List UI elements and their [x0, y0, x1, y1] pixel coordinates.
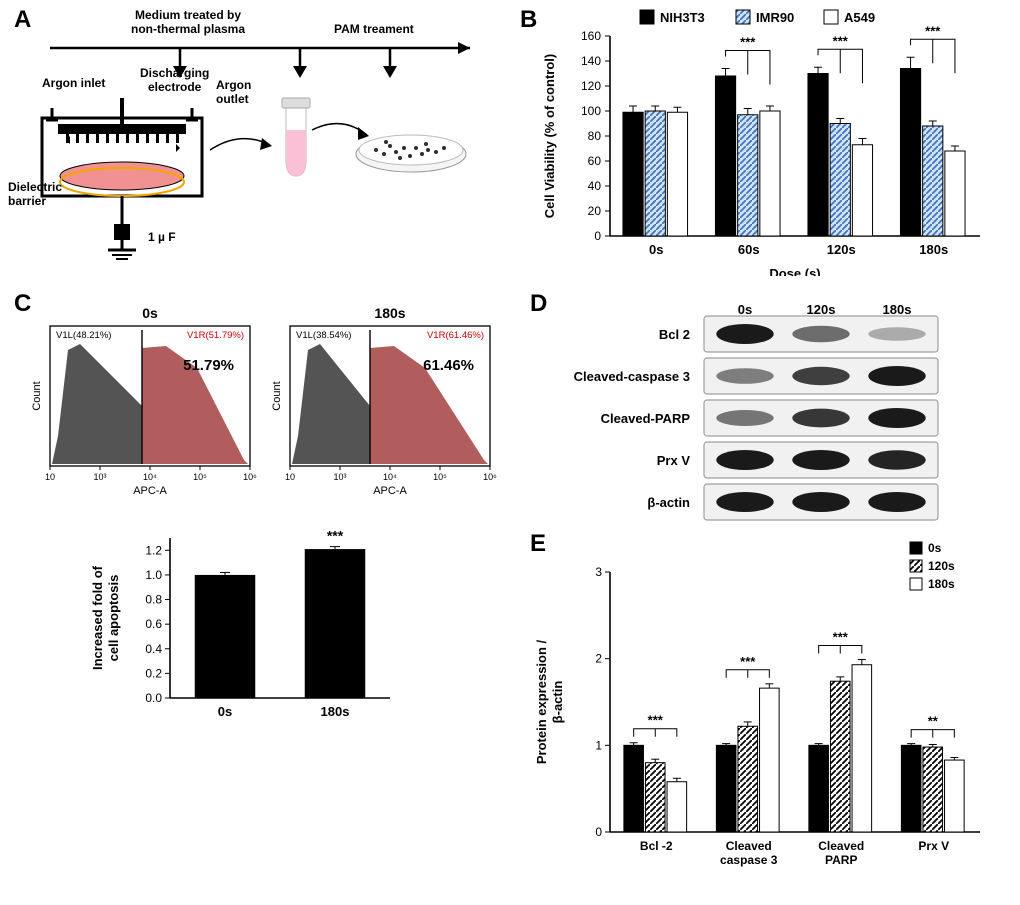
svg-text:10⁵: 10⁵ [433, 472, 447, 482]
a-capacitor: 1 µ F [148, 230, 176, 244]
svg-text:Cleaved-PARP: Cleaved-PARP [601, 411, 691, 426]
svg-text:V1L(38.54%): V1L(38.54%) [296, 330, 351, 341]
svg-text:caspase 3: caspase 3 [720, 853, 778, 867]
svg-text:180s: 180s [883, 302, 912, 317]
svg-text:160: 160 [581, 29, 601, 43]
svg-text:80: 80 [588, 129, 602, 143]
svg-text:PARP: PARP [825, 853, 857, 867]
svg-text:**: ** [928, 714, 939, 729]
svg-text:Prx V: Prx V [657, 453, 691, 468]
svg-text:180s: 180s [928, 577, 955, 591]
svg-text:Cleaved-caspase 3: Cleaved-caspase 3 [574, 369, 690, 384]
svg-text:61.46%: 61.46% [423, 357, 474, 374]
svg-text:Count: Count [31, 381, 43, 410]
svg-text:β-actin: β-actin [550, 681, 565, 724]
svg-text:10³: 10³ [333, 472, 346, 482]
svg-text:Dose (s): Dose (s) [769, 266, 820, 276]
svg-text:V1L(48.21%): V1L(48.21%) [56, 330, 111, 341]
panel-a-svg [0, 0, 480, 260]
svg-text:Count: Count [271, 381, 283, 410]
svg-text:IMR90: IMR90 [756, 10, 794, 25]
svg-text:***: *** [740, 654, 756, 669]
svg-text:0s: 0s [218, 704, 232, 719]
a-dielectric: Dielectric barrier [8, 180, 62, 208]
panel-e-chart: 0s 120s 180s 0 1 2 3 Protein expression /β-acti… [530, 536, 1010, 896]
svg-text:60s: 60s [738, 242, 760, 257]
svg-text:10: 10 [285, 472, 295, 482]
svg-text:NIH3T3: NIH3T3 [660, 10, 705, 25]
svg-text:V1R(61.46%): V1R(61.46%) [427, 330, 484, 341]
svg-text:120: 120 [581, 79, 601, 93]
svg-text:APC-A: APC-A [373, 485, 407, 497]
svg-text:180s: 180s [374, 305, 405, 321]
svg-text:10³: 10³ [93, 472, 106, 482]
panel-b-chart: NIH3T3 IMR90 A549 0 20 40 60 80 100 120 140 160 Cell… [530, 0, 1010, 276]
a-argon-outlet: Argon outlet [216, 78, 251, 106]
svg-text:0s: 0s [738, 302, 752, 317]
svg-text:3: 3 [595, 565, 602, 579]
svg-text:1.2: 1.2 [145, 543, 162, 557]
svg-text:0s: 0s [649, 242, 663, 257]
panel-label-c: C [14, 290, 31, 318]
svg-text:Prx V: Prx V [918, 839, 949, 853]
svg-text:A549: A549 [844, 10, 875, 25]
svg-text:cell apoptosis: cell apoptosis [106, 575, 121, 662]
svg-text:1.0: 1.0 [145, 568, 162, 582]
svg-text:0.0: 0.0 [145, 691, 162, 705]
svg-text:***: *** [740, 35, 756, 50]
svg-text:120s: 120s [928, 559, 955, 573]
svg-text:120s: 120s [827, 242, 856, 257]
a-discharging: Discharging electrode [140, 66, 209, 94]
svg-text:β-actin: β-actin [647, 495, 690, 510]
svg-text:120s: 120s [807, 302, 836, 317]
svg-text:APC-A: APC-A [133, 485, 167, 497]
svg-text:0.6: 0.6 [145, 617, 162, 631]
svg-text:Bcl 2: Bcl 2 [659, 327, 690, 342]
svg-text:0s: 0s [928, 541, 942, 555]
svg-text:***: *** [833, 630, 849, 645]
svg-text:100: 100 [581, 104, 601, 118]
svg-text:10⁶: 10⁶ [243, 472, 257, 482]
svg-text:***: *** [833, 33, 849, 48]
svg-text:0.4: 0.4 [145, 642, 162, 656]
svg-text:0s: 0s [142, 305, 158, 321]
svg-text:10⁶: 10⁶ [483, 472, 497, 482]
svg-text:0: 0 [595, 825, 602, 839]
svg-text:0: 0 [594, 229, 601, 243]
svg-text:60: 60 [588, 154, 602, 168]
svg-text:180s: 180s [321, 704, 350, 719]
svg-text:180s: 180s [919, 242, 948, 257]
svg-text:***: *** [925, 23, 941, 38]
panel-c-histograms: 0s V1L(48.21%) V1R(51.79%) 51.79% 10 10³ 10⁴ 10… [30, 300, 530, 500]
svg-text:140: 140 [581, 54, 601, 68]
a-argon-inlet: Argon inlet [42, 76, 105, 90]
svg-text:10: 10 [45, 472, 55, 482]
svg-text:V1R(51.79%): V1R(51.79%) [187, 330, 244, 341]
svg-text:0.8: 0.8 [145, 593, 162, 607]
svg-text:0.2: 0.2 [145, 666, 162, 680]
svg-text:Increased fold of: Increased fold of [90, 565, 105, 670]
svg-text:Protein expression /: Protein expression / [534, 639, 549, 764]
svg-text:***: *** [648, 713, 664, 728]
panel-c-bar: 0.0 0.2 0.4 0.6 0.8 1.0 1.2 Increased fold ofce… [90, 510, 440, 730]
svg-text:Bcl -2: Bcl -2 [640, 839, 673, 853]
svg-text:2: 2 [595, 652, 602, 666]
svg-text:10⁵: 10⁵ [193, 472, 207, 482]
svg-text:1: 1 [595, 738, 602, 752]
svg-text:10⁴: 10⁴ [383, 472, 397, 482]
svg-text:10⁴: 10⁴ [143, 472, 157, 482]
panel-d-blots: 0s 120s 180s Bcl 2 Cleaved-caspase 3 Cleaved-… [540, 296, 1010, 526]
svg-text:20: 20 [588, 204, 602, 218]
svg-text:Cell Viability (% of control): Cell Viability (% of control) [542, 54, 557, 218]
svg-text:40: 40 [588, 179, 602, 193]
svg-text:51.79%: 51.79% [183, 357, 234, 374]
svg-text:Cleaved: Cleaved [818, 839, 864, 853]
svg-text:***: *** [327, 528, 344, 544]
svg-text:Cleaved: Cleaved [726, 839, 772, 853]
